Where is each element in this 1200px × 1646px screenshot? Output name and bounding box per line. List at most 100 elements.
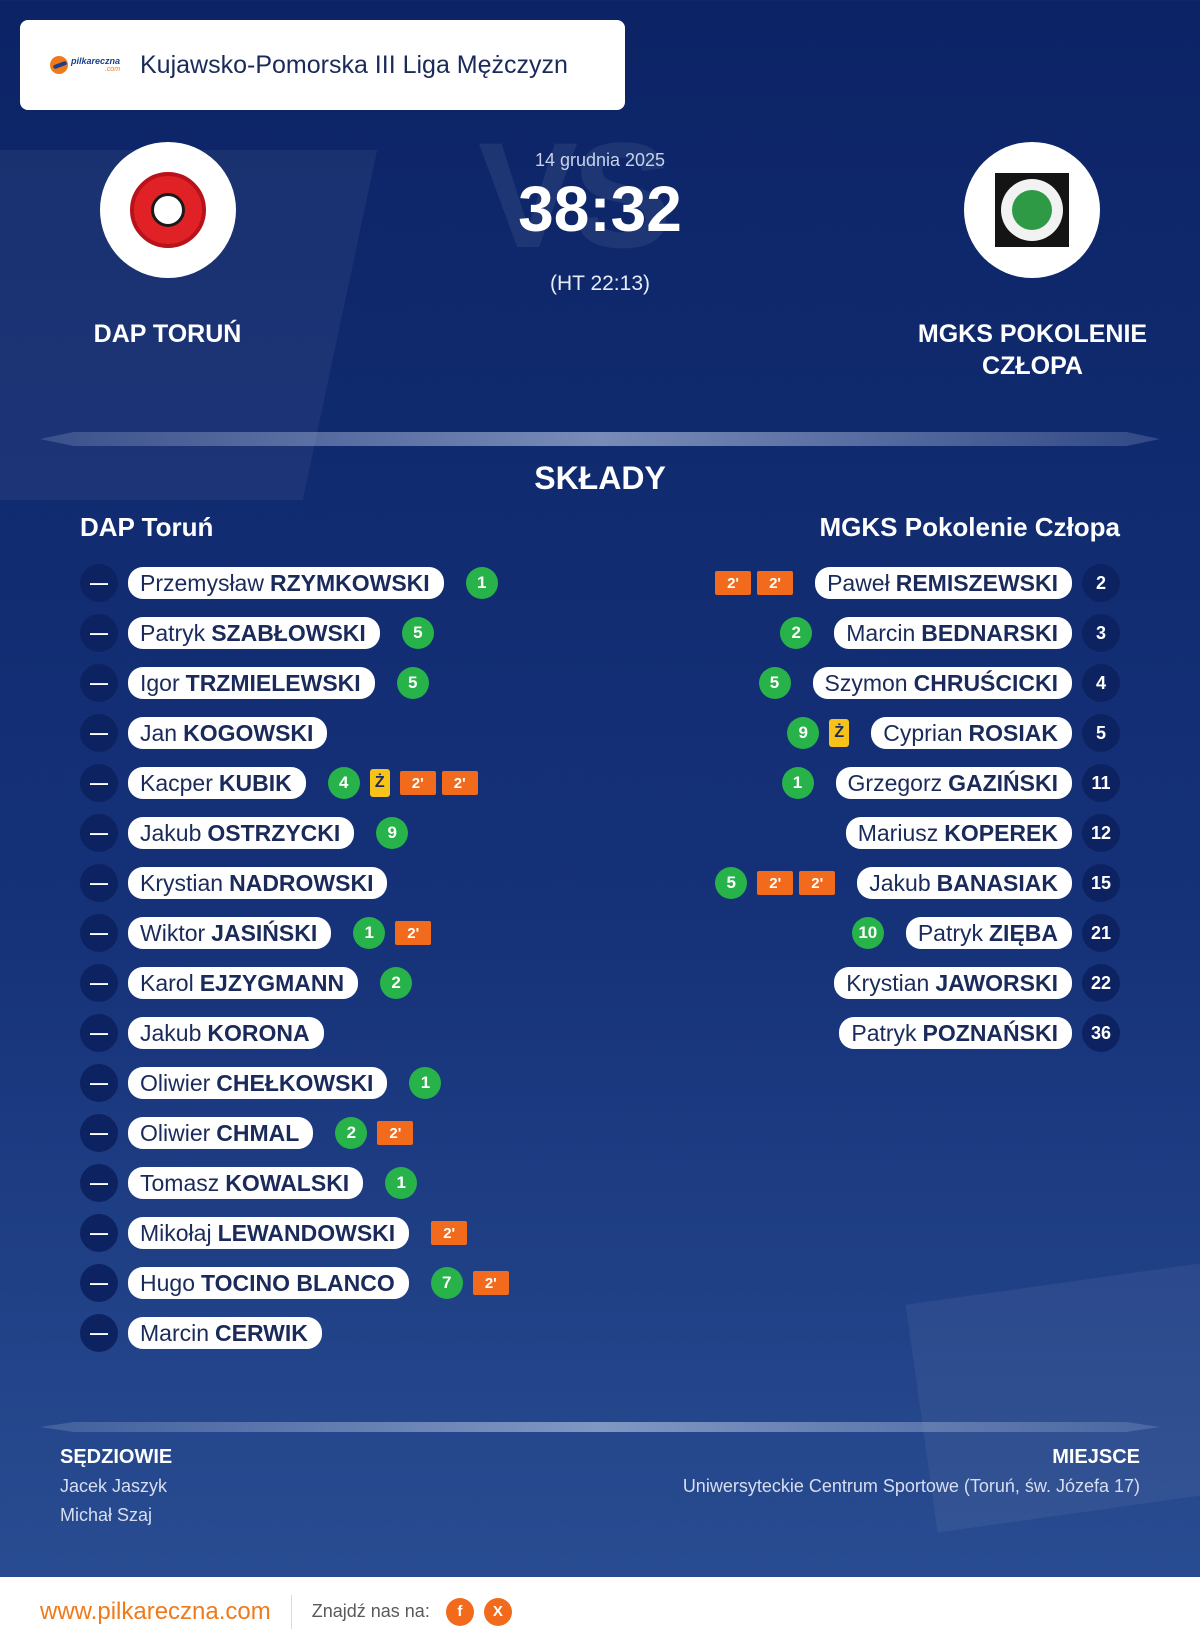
player-name: Jakub OSTRZYCKI bbox=[128, 817, 355, 849]
player-stats: 5 bbox=[401, 617, 434, 649]
player-number: — bbox=[80, 764, 118, 802]
player-number: — bbox=[80, 1114, 118, 1152]
goals-badge: 10 bbox=[851, 917, 884, 949]
home-lineup-title: DAP Toruń bbox=[80, 512, 214, 542]
player-number: — bbox=[80, 914, 118, 952]
player-last-name: RZYMKOWSKI bbox=[269, 569, 430, 596]
player-stats: 2' bbox=[431, 1221, 468, 1245]
player-first-name: Marcin bbox=[140, 1319, 210, 1346]
player-name: Szymon CHRUŚCICKI bbox=[812, 667, 1072, 699]
logo-text: pilkareczna bbox=[71, 56, 121, 66]
player-name: Oliwier CHEŁKOWSKI bbox=[128, 1067, 388, 1099]
vs-watermark: VS bbox=[478, 111, 672, 279]
player-first-name: Jakub bbox=[140, 819, 202, 846]
suspension-badge: 2' bbox=[799, 871, 836, 895]
suspension-badge: 2' bbox=[395, 921, 432, 945]
player-name: Jakub KORONA bbox=[128, 1017, 324, 1049]
player-stats: 2 bbox=[380, 967, 413, 999]
player-row: — Mikołaj LEWANDOWSKI 2' bbox=[80, 1208, 509, 1258]
player-first-name: Hugo bbox=[140, 1269, 195, 1296]
player-name: Kacper KUBIK bbox=[128, 767, 306, 799]
player-first-name: Paweł bbox=[827, 569, 890, 596]
player-first-name: Tomasz bbox=[140, 1169, 220, 1196]
player-last-name: CHMAL bbox=[216, 1119, 300, 1146]
player-stats: 9 bbox=[376, 817, 409, 849]
facebook-icon[interactable]: f bbox=[445, 1597, 474, 1626]
player-stats: 5 bbox=[396, 667, 429, 699]
league-name: Kujawsko-Pomorska III Liga Mężczyzn bbox=[140, 50, 568, 79]
player-last-name: NADROWSKI bbox=[229, 869, 374, 896]
pilkareczna-logo: pilkareczna .com bbox=[50, 50, 122, 80]
suspension-badge: 2' bbox=[757, 871, 794, 895]
player-stats: 1 bbox=[781, 767, 814, 799]
player-number: 15 bbox=[1082, 864, 1120, 902]
player-row: 5 Szymon CHRUŚCICKI 4 bbox=[715, 658, 1120, 708]
player-stats: 2 2' bbox=[335, 1117, 414, 1149]
goals-badge: 2 bbox=[780, 617, 813, 649]
player-name: Paweł REMISZEWSKI bbox=[815, 567, 1072, 599]
player-number: 11 bbox=[1082, 764, 1120, 802]
goals-badge: 1 bbox=[353, 917, 386, 949]
player-row: 2 Marcin BEDNARSKI 3 bbox=[715, 608, 1120, 658]
player-first-name: Karol bbox=[140, 969, 194, 996]
player-last-name: CHEŁKOWSKI bbox=[216, 1069, 374, 1096]
goals-badge: 5 bbox=[401, 617, 434, 649]
player-last-name: LEWANDOWSKI bbox=[217, 1219, 396, 1246]
player-first-name: Krystian bbox=[140, 869, 224, 896]
goals-badge: 1 bbox=[465, 567, 498, 599]
player-first-name: Patryk bbox=[140, 619, 206, 646]
player-last-name: TOCINO BLANCO bbox=[200, 1269, 395, 1296]
player-name: Mikołaj LEWANDOWSKI bbox=[128, 1217, 410, 1249]
player-row: 2' 2' Paweł REMISZEWSKI 2 bbox=[715, 558, 1120, 608]
player-name: Tomasz KOWALSKI bbox=[128, 1167, 364, 1199]
player-name: Cyprian ROSIAK bbox=[871, 717, 1072, 749]
goals-badge: 1 bbox=[781, 767, 814, 799]
player-number: 21 bbox=[1082, 914, 1120, 952]
player-row: — Jan KOGOWSKI bbox=[80, 708, 509, 758]
away-team-logo bbox=[964, 142, 1100, 278]
player-row: — Wiktor JASIŃSKI 1 2' bbox=[80, 908, 509, 958]
player-stats: 2 bbox=[780, 617, 813, 649]
player-first-name: Marcin bbox=[846, 619, 916, 646]
player-first-name: Patryk bbox=[917, 919, 983, 946]
player-first-name: Jakub bbox=[140, 1019, 202, 1046]
player-last-name: KOWALSKI bbox=[225, 1169, 350, 1196]
player-row: Mariusz KOPEREK 12 bbox=[715, 808, 1120, 858]
player-stats: 4 Ż 2' 2' bbox=[327, 767, 478, 799]
player-last-name: KOPEREK bbox=[944, 819, 1058, 846]
player-row: — Krystian NADROWSKI bbox=[80, 858, 509, 908]
player-first-name: Mikołaj bbox=[140, 1219, 212, 1246]
player-stats: 5 bbox=[758, 667, 791, 699]
player-number: 5 bbox=[1082, 714, 1120, 752]
suspension-badge: 2' bbox=[431, 1221, 468, 1245]
goals-badge: 4 bbox=[327, 767, 360, 799]
suspension-badge: 2' bbox=[441, 771, 478, 795]
player-row: — Karol EJZYGMANN 2 bbox=[80, 958, 509, 1008]
player-stats: 7 2' bbox=[430, 1267, 509, 1299]
yellow-card-badge: Ż bbox=[369, 769, 390, 797]
player-row: Krystian JAWORSKI 22 bbox=[715, 958, 1120, 1008]
venue-label: MIEJSCE bbox=[1052, 1446, 1140, 1468]
player-row: — Marcin CERWIK bbox=[80, 1308, 509, 1358]
website-link[interactable]: www.pilkareczna.com bbox=[40, 1597, 271, 1625]
away-lineup-title: MGKS Pokolenie Człopa bbox=[819, 512, 1121, 542]
goals-badge: 9 bbox=[376, 817, 409, 849]
lineups-title: SKŁADY bbox=[534, 460, 666, 496]
player-stats: 1 bbox=[409, 1067, 442, 1099]
player-row: — Igor TRZMIELEWSKI 5 bbox=[80, 658, 509, 708]
player-stats: 1 bbox=[465, 567, 498, 599]
player-number: — bbox=[80, 564, 118, 602]
player-number: 22 bbox=[1082, 964, 1120, 1002]
player-number: — bbox=[80, 1214, 118, 1252]
home-team-logo bbox=[100, 142, 236, 278]
x-icon[interactable]: X bbox=[483, 1597, 512, 1626]
player-number: 4 bbox=[1082, 664, 1120, 702]
player-last-name: JAWORSKI bbox=[935, 969, 1058, 996]
player-row: — Hugo TOCINO BLANCO 7 2' bbox=[80, 1258, 509, 1308]
player-last-name: CHRUŚCICKI bbox=[913, 669, 1058, 696]
player-number: 3 bbox=[1082, 614, 1120, 652]
player-row: — Przemysław RZYMKOWSKI 1 bbox=[80, 558, 509, 608]
player-row: — Oliwier CHEŁKOWSKI 1 bbox=[80, 1058, 509, 1108]
player-last-name: KUBIK bbox=[218, 769, 292, 796]
